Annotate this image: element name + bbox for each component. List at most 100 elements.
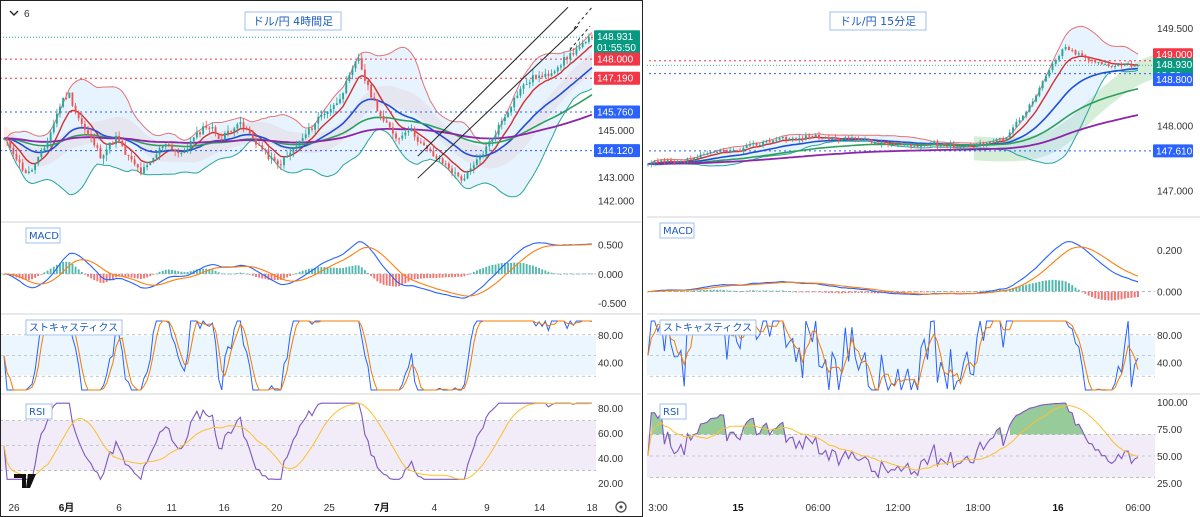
macd-histogram-bar (404, 273, 407, 284)
candle-body (133, 159, 136, 165)
macd-histogram-bar (578, 273, 581, 275)
chart-title: ドル/円 4時間足 (253, 15, 333, 28)
macd-histogram-bar (342, 268, 345, 274)
candle-body (903, 144, 906, 146)
price-tag (594, 105, 640, 119)
candle-body (929, 144, 932, 146)
stochastics-label: ストキャスティクス (663, 322, 752, 334)
macd-histogram-bar (827, 291, 830, 294)
macd-histogram-bar (105, 273, 108, 283)
candle-body (1117, 64, 1120, 66)
candle-body (12, 147, 15, 154)
macd-histogram-bar (1074, 287, 1077, 292)
ma-xlong-line (648, 114, 1139, 165)
candle-body (989, 141, 991, 143)
candle-body (919, 145, 922, 147)
macd-histogram-bar (270, 273, 273, 280)
candle-body (525, 84, 528, 86)
macd-histogram-bar (818, 291, 820, 293)
candle-body (220, 138, 223, 140)
macd-histogram-bar (670, 290, 673, 292)
candle-body (992, 141, 995, 143)
macd-histogram-bar (258, 273, 261, 278)
candle-body (416, 136, 419, 142)
price-tag-value: 147.610 (1156, 146, 1193, 157)
candle-body (167, 144, 170, 146)
candle-body (180, 153, 183, 155)
candle-body (910, 143, 913, 147)
macd-histogram-bar (936, 291, 939, 293)
chevron-down-icon[interactable] (9, 10, 19, 16)
candle-body (693, 157, 696, 160)
candle-body (242, 122, 245, 129)
macd-histogram-bar (910, 291, 913, 293)
price-tick-label: 143.000 (598, 173, 635, 184)
macd-histogram-bar (1044, 280, 1047, 292)
candle-body (808, 135, 811, 137)
macd-histogram-bar (864, 291, 867, 293)
price-tag-value: 148.800 (1156, 75, 1193, 86)
candle-body (398, 138, 401, 140)
price-tick-label: 142.000 (598, 197, 635, 208)
macd-histogram-bar (716, 289, 719, 292)
candle-body (413, 129, 416, 137)
macd-histogram-bar (31, 273, 33, 280)
candle-body (1104, 64, 1107, 66)
candle-body (732, 150, 735, 152)
candle-body (742, 148, 745, 152)
rsi-tick-label: 75.00 (1157, 425, 1182, 436)
candle-body (34, 163, 37, 171)
ichimoku-cloud (973, 53, 1158, 162)
macd-histogram-bar (755, 290, 758, 292)
candle-body (827, 137, 830, 140)
candle-body (360, 58, 363, 70)
macd-histogram-bar (379, 273, 382, 284)
candle-body (354, 61, 357, 69)
macd-histogram-bar (1048, 280, 1051, 292)
candle-body (345, 81, 348, 94)
macd-histogram-bar (887, 291, 890, 294)
candle-body (1044, 76, 1047, 82)
macd-histogram-bar (1100, 291, 1103, 300)
candle-body (503, 117, 506, 122)
interval-selector[interactable]: 6 (9, 9, 30, 20)
candle-body (1127, 63, 1130, 65)
candle-body (59, 106, 61, 114)
macd-histogram-bar (923, 291, 926, 293)
macd-histogram-bar (1025, 284, 1028, 292)
macd-histogram-bar (248, 273, 251, 275)
macd-histogram-bar (765, 290, 768, 292)
candle-body (339, 99, 341, 104)
ma-xlong-line (4, 113, 593, 144)
candle-body (709, 152, 712, 154)
macd-histogram-bar (966, 291, 968, 293)
candle-body (230, 131, 233, 133)
candle-body (385, 120, 388, 123)
rsi-tick-label: 50.00 (1157, 452, 1182, 463)
price-tag (594, 30, 640, 55)
macd-histogram-bar (538, 267, 541, 274)
candle-body (164, 144, 167, 147)
candle-body (572, 53, 575, 55)
stochastics-tick-label: 80.00 (1157, 331, 1182, 342)
candle-body (768, 140, 771, 143)
candle-body (975, 144, 978, 147)
bollinger-lower-line (647, 69, 1139, 167)
gear-icon[interactable] (615, 501, 627, 513)
candle-body (1113, 65, 1116, 67)
macd-histogram-bar (1064, 281, 1067, 292)
ma-short-line (3, 44, 593, 173)
candle-body (1051, 63, 1054, 71)
candle-body (1137, 65, 1139, 67)
macd-histogram-bar (1035, 282, 1038, 292)
candle-body (804, 135, 807, 140)
candle-body (893, 144, 896, 146)
macd-histogram-bar (426, 273, 429, 279)
candle-body (463, 178, 466, 181)
macd-histogram-bar (1117, 291, 1120, 300)
macd-histogram-bar (1015, 286, 1018, 292)
macd-histogram-bar (500, 263, 503, 274)
candle-body (158, 148, 161, 155)
candle-body (778, 138, 781, 140)
